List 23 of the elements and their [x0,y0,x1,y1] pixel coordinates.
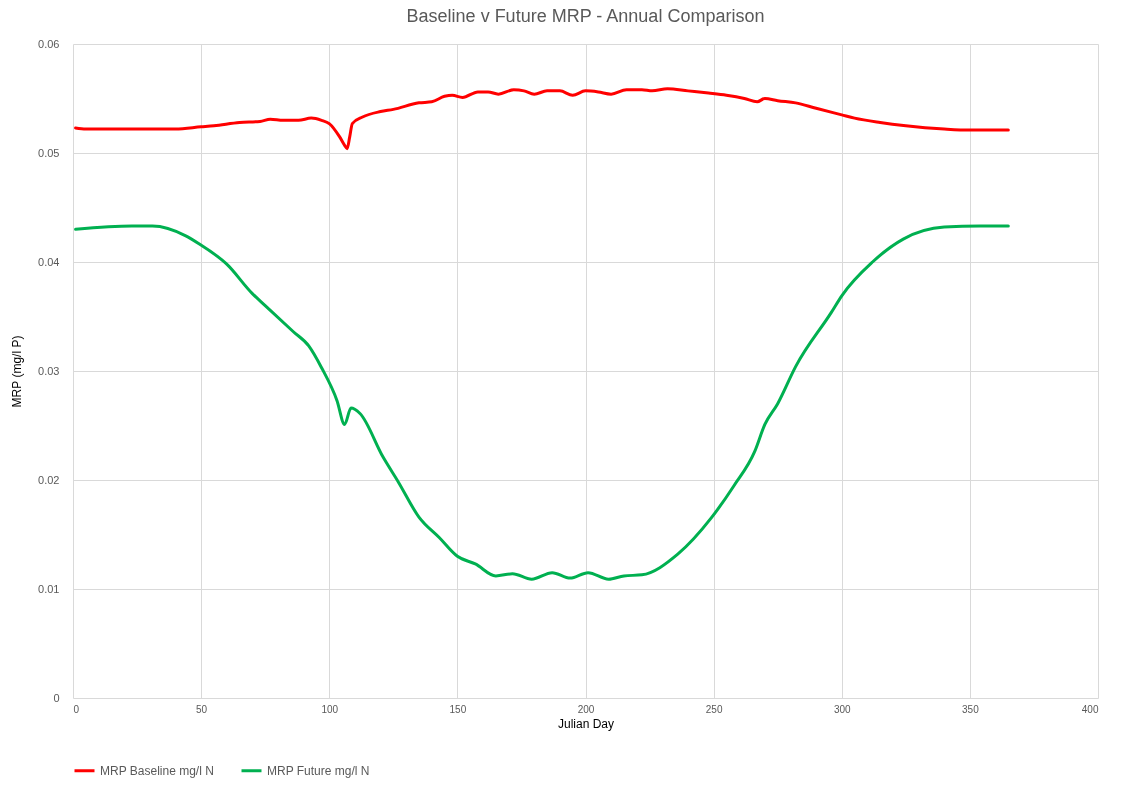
x-tick-label: 350 [962,703,980,715]
line-series [74,87,1010,151]
y-axis-title: MRP (mg/l P) [10,335,25,408]
x-tick-label: 50 [196,703,208,715]
x-tick-label: 300 [833,703,852,715]
x-tick-label: 100 [321,703,339,715]
x-axis-title: Julian Day [557,716,615,731]
y-tick-label: 0.05 [38,146,60,159]
x-tick-label: 150 [449,703,467,715]
x-tick-label: 250 [705,703,723,715]
line-series [74,224,1010,581]
x-tick-label: 0 [73,703,80,715]
y-tick-label: 0.06 [38,37,60,50]
y-tick-label: 0.02 [38,473,60,486]
y-tick-label: 0.04 [38,255,60,268]
x-tick-label: 200 [577,703,595,715]
y-tick-label: 0 [53,691,60,704]
chart-title: Baseline v Future MRP - Annual Comparison [406,6,765,26]
legend-label: MRP Baseline mg/l N [100,763,214,778]
legend-label: MRP Future mg/l N [267,763,370,778]
x-tick-label: 400 [1081,703,1099,715]
y-tick-label: 0.03 [38,364,60,377]
y-tick-label: 0.01 [38,582,60,595]
